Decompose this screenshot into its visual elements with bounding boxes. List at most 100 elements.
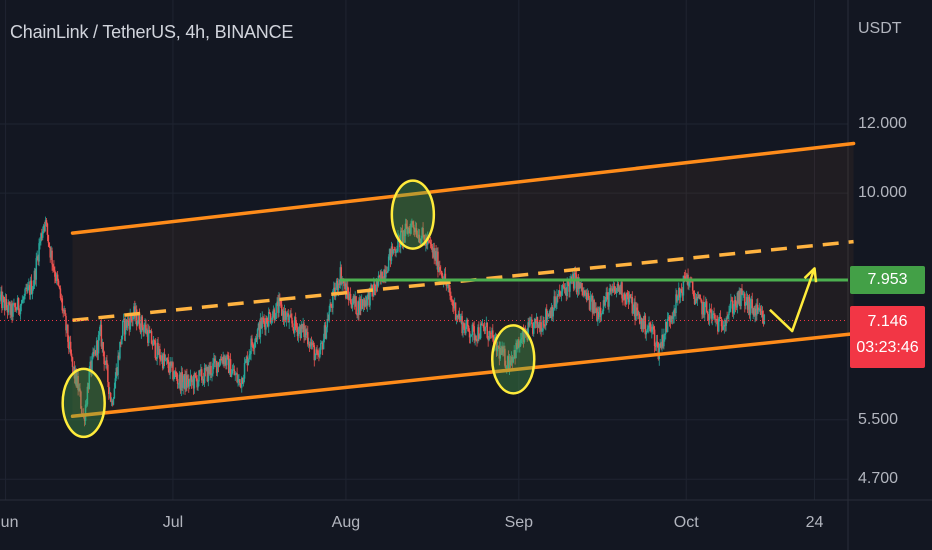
candle-body bbox=[583, 290, 585, 296]
candle-body bbox=[94, 350, 96, 354]
candle-body bbox=[214, 358, 216, 362]
candle-body bbox=[108, 382, 110, 395]
candle-body bbox=[431, 246, 434, 253]
projection-path[interactable] bbox=[769, 267, 816, 333]
highlight-circle[interactable] bbox=[491, 324, 536, 395]
candle-body bbox=[552, 309, 554, 317]
highlight-circle[interactable] bbox=[390, 179, 436, 250]
candle-body bbox=[355, 296, 357, 314]
candle-body bbox=[59, 288, 62, 298]
candle-body bbox=[558, 290, 560, 297]
candle-body bbox=[110, 401, 113, 402]
candle-body bbox=[691, 281, 694, 291]
candle-body bbox=[730, 300, 732, 309]
candle-body bbox=[394, 249, 396, 254]
candle-body bbox=[111, 401, 114, 405]
candle-body bbox=[704, 302, 706, 315]
candle-body bbox=[520, 337, 523, 340]
candle-body bbox=[307, 332, 309, 345]
candle-body bbox=[137, 314, 140, 324]
candle-body bbox=[308, 344, 311, 347]
candle-body bbox=[608, 292, 610, 307]
channel-upper-line[interactable] bbox=[70, 141, 856, 235]
candle-body bbox=[708, 309, 711, 321]
candle-body bbox=[545, 309, 548, 320]
candle-body bbox=[8, 302, 11, 305]
candle-body bbox=[120, 341, 122, 345]
candle-body bbox=[210, 365, 212, 375]
projection-arrow[interactable] bbox=[769, 267, 818, 333]
candle-body bbox=[360, 299, 362, 309]
candle-body bbox=[335, 280, 338, 289]
candle-body bbox=[368, 291, 370, 306]
candle-body bbox=[500, 348, 502, 355]
candle-body bbox=[63, 309, 65, 312]
candle-body bbox=[322, 339, 325, 350]
candle-body bbox=[720, 318, 723, 327]
candle-body bbox=[191, 379, 194, 383]
candle-body bbox=[362, 299, 365, 306]
candle-body bbox=[354, 296, 356, 304]
candle-body bbox=[485, 322, 488, 327]
candle-body bbox=[129, 314, 131, 330]
candle-body bbox=[142, 327, 144, 332]
candle-body bbox=[561, 285, 564, 292]
candle-body bbox=[227, 355, 230, 374]
candle-body bbox=[374, 290, 377, 292]
trend-lines[interactable] bbox=[0, 141, 856, 419]
projection-arrowhead[interactable] bbox=[803, 267, 818, 283]
candle-body bbox=[66, 324, 68, 331]
candle-body bbox=[578, 282, 581, 289]
candle-body bbox=[638, 313, 641, 324]
candle-body bbox=[664, 333, 666, 336]
candle-body bbox=[714, 314, 716, 321]
candle-body bbox=[112, 398, 115, 405]
candle-body bbox=[413, 228, 416, 233]
candle-body bbox=[348, 293, 351, 301]
candle-body bbox=[515, 342, 517, 359]
candle-body bbox=[637, 310, 639, 316]
candle-body bbox=[439, 267, 441, 271]
candle-body bbox=[246, 356, 249, 366]
candle-body bbox=[326, 319, 329, 328]
candle-body bbox=[601, 311, 604, 314]
candle-body bbox=[595, 308, 597, 310]
candle-body bbox=[647, 328, 649, 330]
candle-body bbox=[230, 373, 233, 377]
candle-body bbox=[214, 360, 217, 362]
candle-body bbox=[65, 316, 67, 331]
candle-body bbox=[672, 316, 674, 319]
candle-body bbox=[504, 348, 506, 366]
candle-body bbox=[694, 298, 697, 305]
candle-body bbox=[272, 309, 275, 317]
candle-body bbox=[365, 300, 368, 306]
candle-body bbox=[170, 361, 172, 366]
candle-body bbox=[511, 356, 514, 363]
candle-body bbox=[2, 296, 5, 299]
candle-body bbox=[41, 233, 43, 238]
candle-body bbox=[589, 297, 592, 310]
channel-lower-line[interactable] bbox=[70, 332, 856, 419]
candle-body bbox=[667, 316, 670, 319]
candle-body bbox=[458, 313, 461, 321]
y-tick-label: 4.700 bbox=[858, 470, 899, 488]
candle-body bbox=[169, 361, 171, 374]
candle-body bbox=[101, 342, 104, 347]
candle-body bbox=[433, 248, 435, 260]
candle-body bbox=[693, 296, 696, 305]
candle-body bbox=[582, 290, 584, 296]
candle-body bbox=[148, 330, 150, 343]
candle-body bbox=[71, 357, 74, 368]
candle-body bbox=[408, 227, 410, 229]
candle-body bbox=[0, 296, 1, 300]
candle-body bbox=[197, 381, 199, 388]
candle-body bbox=[242, 378, 245, 384]
candle-body bbox=[536, 316, 539, 328]
highlight-circles[interactable] bbox=[61, 179, 536, 439]
candle-body bbox=[313, 345, 316, 361]
candle-body bbox=[577, 277, 580, 289]
candle-body bbox=[453, 302, 456, 309]
highlight-circle[interactable] bbox=[61, 367, 106, 439]
candle-body bbox=[418, 234, 421, 243]
